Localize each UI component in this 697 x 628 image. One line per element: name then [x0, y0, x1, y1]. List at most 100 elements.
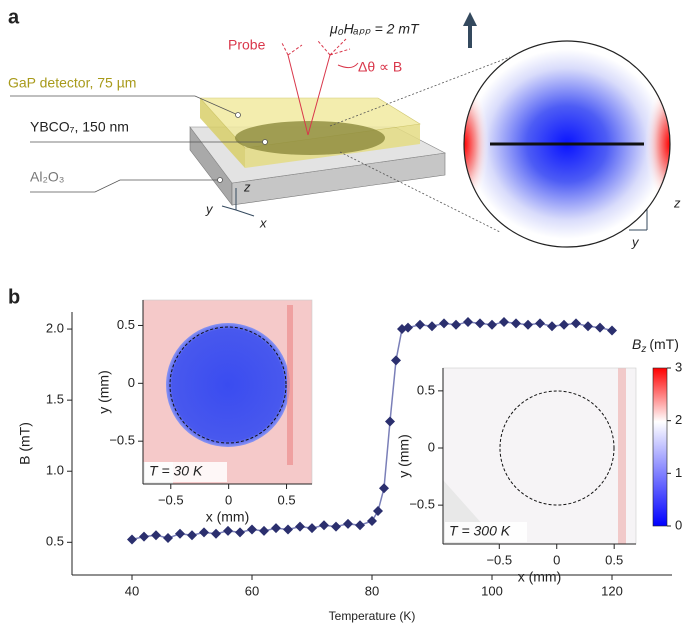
- y-tick-label: 0.5: [117, 317, 135, 332]
- colorbar-tick-label: 0: [675, 517, 682, 532]
- data-point: [271, 523, 281, 534]
- data-point: [523, 319, 533, 330]
- colorbar-label-sub: z: [640, 344, 646, 355]
- rotation-label: Δθ ∝ B: [358, 59, 402, 75]
- data-point: [511, 318, 521, 329]
- axis-y: y: [205, 201, 214, 216]
- colorbar-label-main: B: [632, 336, 641, 352]
- data-point: [259, 525, 269, 536]
- data-point: [175, 528, 185, 539]
- data-point: [487, 319, 497, 330]
- annotation-bg: [145, 462, 227, 482]
- data-point: [475, 318, 485, 329]
- y-tick-label: 0: [128, 375, 135, 390]
- data-point: [451, 319, 461, 330]
- y-tick-label: 1.5: [46, 392, 64, 407]
- data-point: [415, 319, 425, 330]
- y-axis-label: y (mm): [396, 434, 412, 478]
- data-point: [127, 534, 137, 545]
- substrate-label: Al₂O₃: [30, 169, 64, 185]
- colorbar-label-unit: (mT): [649, 336, 679, 352]
- film-label: YBCO₇, 150 nm: [30, 119, 129, 135]
- map-axis-y: y: [631, 234, 640, 249]
- data-point: [403, 322, 413, 333]
- map-axis-z: z: [673, 195, 681, 210]
- leader-lines: [10, 56, 511, 233]
- y-axis-label: B (mT): [17, 422, 33, 465]
- map-bg: [443, 368, 636, 544]
- y-tick-label: 0.5: [46, 534, 64, 549]
- colorbar-tick-label: 1: [675, 465, 682, 480]
- temperature-label: T = 30 K: [149, 463, 203, 479]
- data-point: [595, 322, 605, 333]
- data-point: [547, 321, 557, 332]
- data-point: [367, 515, 377, 526]
- x-tick-label: 60: [245, 583, 259, 598]
- sample-outline: [169, 326, 287, 444]
- data-point: [199, 527, 209, 538]
- probe-label: Probe: [228, 37, 266, 53]
- data-point: [139, 531, 149, 542]
- sample-outline: [499, 390, 615, 506]
- axis-z: z: [243, 179, 251, 194]
- x-tick-label: 80: [365, 583, 379, 598]
- edge-stripe: [287, 305, 293, 465]
- y-tick-label: −0.5: [409, 497, 435, 512]
- x-tick-label: −0.5: [158, 492, 184, 507]
- axis-x: x: [259, 215, 267, 230]
- data-point: [295, 521, 305, 532]
- y-tick-label: 0: [428, 439, 435, 454]
- y-axis-label: y (mm): [96, 370, 112, 414]
- colorbar-label: Bz (mT): [632, 336, 679, 355]
- colorbar-tick-label: 3: [675, 359, 682, 374]
- data-point: [163, 533, 173, 544]
- data-point: [211, 528, 221, 539]
- x-tick-label: 0.5: [605, 552, 623, 567]
- map-outline: [463, 40, 671, 248]
- data-point: [283, 524, 293, 535]
- colorbar: [652, 367, 668, 527]
- temperature-label: T = 300 K: [449, 523, 511, 539]
- edge-stripe: [618, 368, 626, 544]
- x-tick-label: 100: [481, 583, 503, 598]
- colorbar-tick-label: 2: [675, 412, 682, 427]
- x-axis-label: x (mm): [206, 509, 250, 525]
- y-tick-label: 2.0: [46, 320, 64, 335]
- field-map: [464, 41, 670, 247]
- data-point: [379, 483, 389, 494]
- x-tick-label: 120: [601, 583, 623, 598]
- field-arrow: [463, 12, 477, 48]
- x-tick-label: 0: [553, 552, 560, 567]
- sample-stack: [189, 97, 446, 206]
- heatmap: [443, 368, 636, 544]
- data-point: [355, 520, 365, 531]
- data-point: [307, 523, 317, 534]
- data-point: [607, 325, 617, 336]
- x-tick-label: 0.5: [277, 492, 295, 507]
- data-point: [247, 524, 257, 535]
- x-tick-label: 0: [225, 492, 232, 507]
- detector-label: GaP detector, 75 µm: [8, 75, 136, 91]
- data-point: [463, 316, 473, 327]
- panel-label: b: [8, 286, 20, 308]
- data-point: [583, 321, 593, 332]
- data-point: [499, 316, 509, 327]
- data-point: [151, 530, 161, 541]
- y-tick-label: 0.5: [417, 382, 435, 397]
- field-label: μ₀Hₐₚₚ = 2 mT: [329, 21, 420, 37]
- y-tick-label: 1.0: [46, 463, 64, 478]
- data-point: [439, 318, 449, 329]
- shielded-disc: [166, 323, 290, 447]
- probe-beam: [281, 38, 359, 136]
- y-tick-label: −0.5: [109, 433, 135, 448]
- data-point: [235, 527, 245, 538]
- annotation-bg: [445, 522, 527, 542]
- data-point: [571, 318, 581, 329]
- data-point: [331, 521, 341, 532]
- data-point: [319, 520, 329, 531]
- panel-label: a: [8, 6, 20, 28]
- data-point: [559, 319, 569, 330]
- x-axis-label: x (mm): [518, 569, 562, 585]
- heatmap: [143, 300, 312, 484]
